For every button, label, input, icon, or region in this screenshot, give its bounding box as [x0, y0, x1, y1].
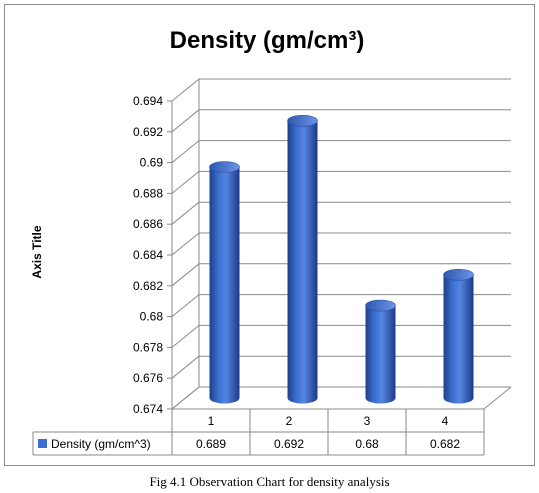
gridline-side — [171, 355, 200, 379]
chart-title: Density (gm/cm³) — [170, 27, 365, 54]
data-table-value: 0.692 — [274, 437, 304, 451]
y-tick-label: 0.678 — [133, 340, 163, 354]
data-table-value: 0.682 — [430, 437, 460, 451]
gridline-side — [171, 140, 200, 163]
x-category-label: 2 — [286, 414, 293, 428]
y-tick-label: 0.684 — [133, 248, 163, 262]
bar-top — [209, 161, 240, 173]
x-category-label: 3 — [364, 414, 371, 428]
bar-body — [443, 274, 474, 404]
floor-right-edge — [483, 386, 512, 410]
bar — [209, 161, 240, 404]
data-table-value: 0.689 — [196, 437, 226, 451]
y-tick-label: 0.676 — [133, 371, 163, 385]
gridline-side — [171, 325, 200, 348]
y-tick-label: 0.694 — [133, 94, 163, 108]
gridline-side — [171, 109, 200, 133]
bar — [365, 299, 396, 404]
bar — [287, 115, 318, 404]
x-category-label: 4 — [442, 414, 449, 428]
bar-body — [209, 167, 240, 404]
y-tick-label: 0.686 — [133, 217, 163, 231]
x-category-label: 1 — [208, 414, 215, 428]
legend-series-name: Density (gm/cm^3) — [51, 437, 151, 451]
bar-body — [287, 120, 318, 404]
legend-swatch — [38, 439, 47, 448]
bar — [443, 268, 474, 404]
gridline-side — [171, 263, 200, 287]
gridline-side — [171, 294, 200, 317]
bar-body — [365, 305, 396, 404]
y-tick-label: 0.674 — [133, 402, 163, 416]
y-tick-label: 0.692 — [133, 125, 163, 139]
y-tick-label: 0.682 — [133, 279, 163, 293]
y-tick-label: 0.68 — [140, 310, 164, 324]
y-axis-label: Axis Title — [30, 225, 44, 278]
gridline-side — [171, 232, 200, 256]
bar-top — [443, 268, 474, 281]
chart: Density (gm/cm³) Axis Title 0.674 0.676 0.… — [30, 27, 512, 456]
bar-top — [287, 115, 318, 127]
gridline-side — [171, 78, 200, 102]
gridline-side — [171, 171, 200, 194]
gridline-side — [171, 201, 200, 225]
figure-caption: Fig 4.1 Observation Chart for density an… — [149, 474, 390, 489]
y-tick-label: 0.688 — [133, 186, 163, 200]
data-table-value: 0.68 — [355, 437, 379, 451]
gridline-side — [171, 386, 200, 410]
y-tick-label: 0.69 — [140, 156, 164, 170]
bar-top — [365, 299, 396, 312]
